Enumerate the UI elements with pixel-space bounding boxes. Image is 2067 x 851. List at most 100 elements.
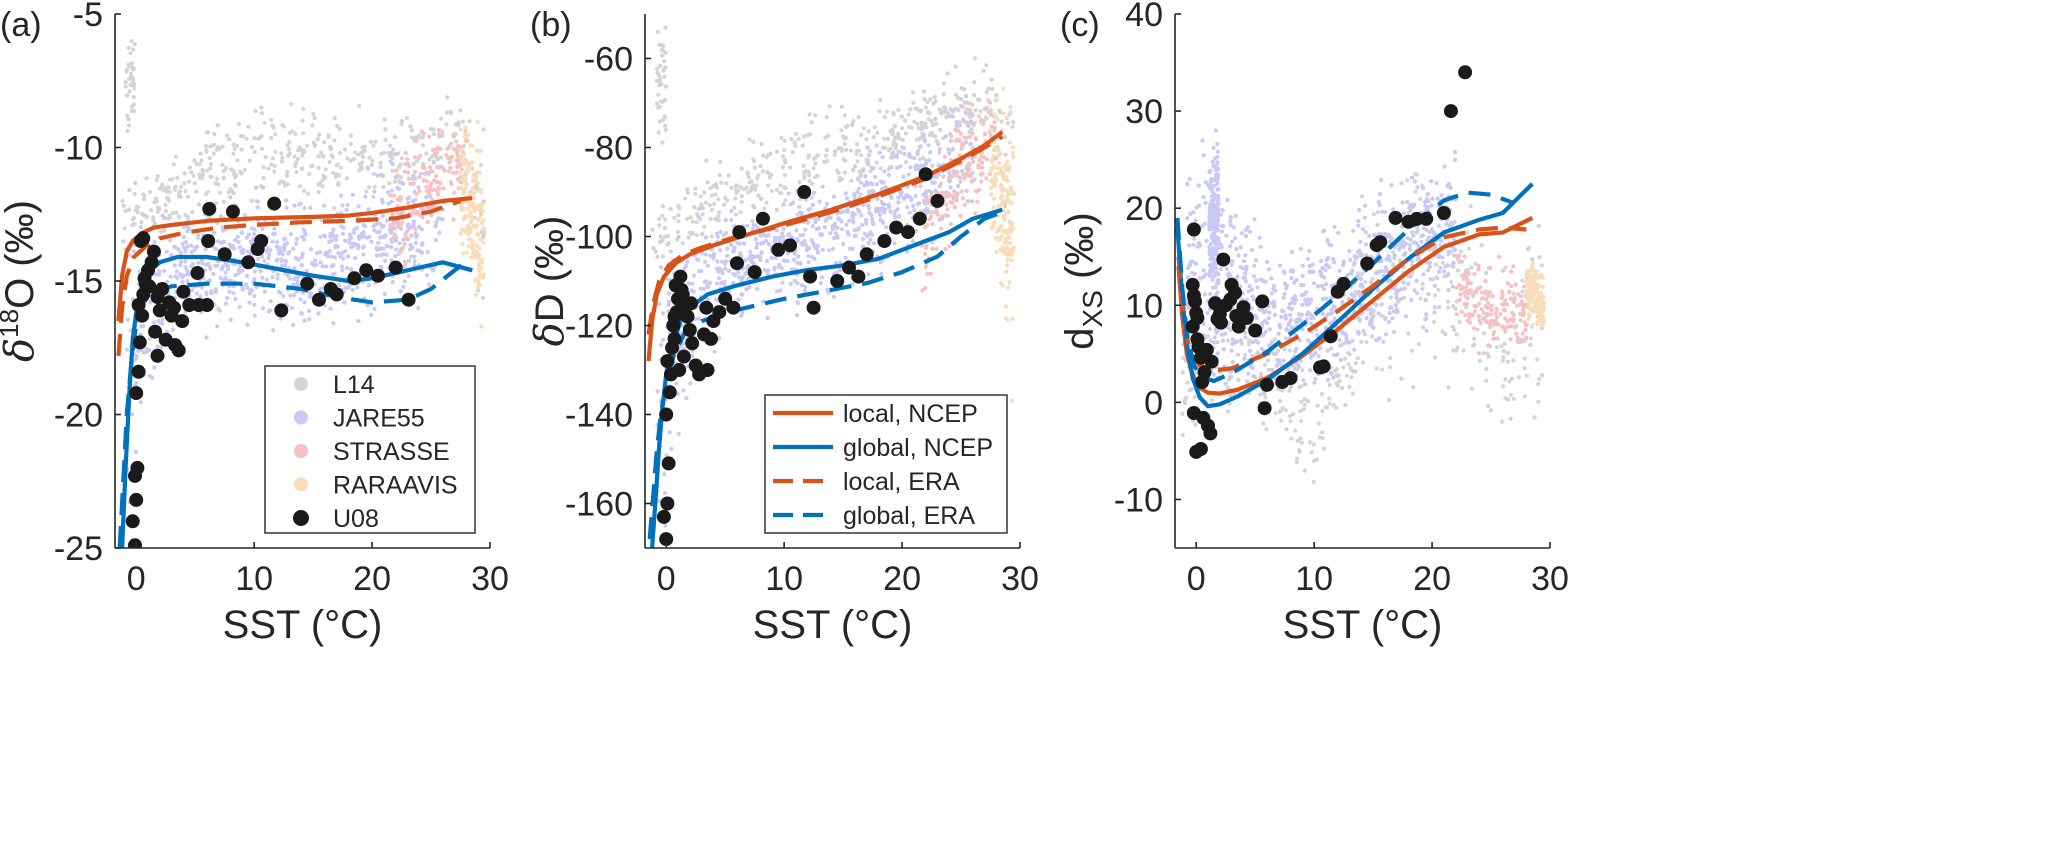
cloud-point <box>676 213 681 218</box>
cloud-point <box>1379 269 1384 274</box>
cloud-point <box>281 294 286 299</box>
u08-point <box>659 407 674 422</box>
cloud-point <box>822 225 827 230</box>
cloud-point <box>420 143 425 148</box>
cloud-point <box>1230 239 1235 244</box>
cloud-point <box>385 190 390 195</box>
cloud-point <box>481 227 486 232</box>
cloud-point <box>1532 415 1537 420</box>
cloud-point <box>1355 271 1361 276</box>
cloud-point <box>399 156 404 161</box>
cloud-point <box>1298 246 1303 251</box>
cloud-point <box>744 287 749 292</box>
cloud-point <box>338 150 343 156</box>
cloud-point <box>125 93 130 98</box>
cloud-point <box>236 271 241 276</box>
cloud-point <box>1201 321 1206 326</box>
cloud-point <box>302 318 307 323</box>
cloud-point <box>442 168 447 173</box>
cloud-point <box>425 219 430 225</box>
cloud-point <box>959 146 964 151</box>
cloud-point <box>179 184 184 189</box>
cloud-point <box>1215 142 1220 147</box>
cloud-point <box>190 210 195 215</box>
cloud-point <box>957 137 962 142</box>
cloud-point <box>178 259 184 265</box>
cloud-point <box>171 162 176 167</box>
u08-point <box>901 225 915 240</box>
cloud-point <box>790 150 795 155</box>
cloud-point <box>1308 355 1313 360</box>
cloud-point <box>366 283 371 288</box>
cloud-point <box>774 228 779 233</box>
cloud-point <box>215 123 220 128</box>
cloud-point <box>1228 219 1233 224</box>
cloud-point <box>1004 304 1009 309</box>
cloud-point <box>406 273 411 278</box>
cloud-point <box>964 188 969 193</box>
cloud-point <box>1284 327 1289 332</box>
cloud-point <box>253 108 258 114</box>
cloud-point <box>338 165 344 170</box>
cloud-point <box>1187 177 1192 182</box>
cloud-point <box>1323 282 1328 287</box>
cloud-point <box>993 172 998 177</box>
cloud-point <box>295 282 300 287</box>
cloud-point <box>1209 398 1214 403</box>
cloud-point <box>474 205 479 211</box>
cloud-point <box>334 238 339 243</box>
cloud-point <box>659 265 664 270</box>
cloud-point <box>344 266 349 271</box>
cloud-point <box>481 233 486 238</box>
cloud-point <box>764 258 770 264</box>
cloud-point <box>302 237 307 242</box>
cloud-point <box>403 162 408 167</box>
cloud-point <box>804 168 809 174</box>
cloud-point <box>1415 291 1420 296</box>
cloud-point <box>1344 336 1349 341</box>
cloud-point <box>1235 352 1240 357</box>
cloud-point <box>1300 263 1305 268</box>
cloud-point <box>1308 440 1313 445</box>
cloud-point <box>410 181 415 186</box>
cloud-point <box>769 188 774 193</box>
cloud-point <box>839 146 844 151</box>
cloud-point <box>404 116 410 121</box>
cloud-point <box>1516 375 1521 380</box>
cloud-point <box>653 249 658 254</box>
cloud-point <box>1300 302 1305 307</box>
cloud-point <box>1299 440 1304 445</box>
cloud-point <box>401 284 406 289</box>
cloud-point <box>1536 223 1541 228</box>
cloud-point <box>1425 192 1430 197</box>
cloud-point <box>469 219 474 224</box>
cloud-point <box>955 191 960 196</box>
cloud-point <box>167 177 172 182</box>
cloud-point <box>356 204 361 209</box>
cloud-point <box>865 182 870 187</box>
cloud-point <box>1371 309 1376 314</box>
cloud-point <box>809 195 815 200</box>
cloud-point <box>295 156 301 162</box>
cloud-point <box>927 209 932 214</box>
cloud-point <box>996 161 1002 166</box>
cloud-point <box>375 247 380 252</box>
u08-point <box>660 354 675 369</box>
cloud-point <box>1286 367 1291 372</box>
cloud-point <box>928 271 934 276</box>
cloud-point <box>1402 286 1407 291</box>
cloud-point <box>173 184 178 189</box>
cloud-point <box>242 167 247 172</box>
cloud-point <box>1469 265 1474 270</box>
cloud-point <box>288 232 293 237</box>
cloud-point <box>296 257 301 262</box>
cloud-point <box>934 246 939 251</box>
cloud-point <box>1296 312 1301 317</box>
cloud-point <box>229 167 234 172</box>
cloud-point <box>1239 341 1244 346</box>
cloud-point <box>297 202 302 207</box>
cloud-point <box>336 182 341 187</box>
cloud-point <box>459 203 464 208</box>
u08-point <box>656 509 671 524</box>
cloud-point <box>127 188 132 193</box>
